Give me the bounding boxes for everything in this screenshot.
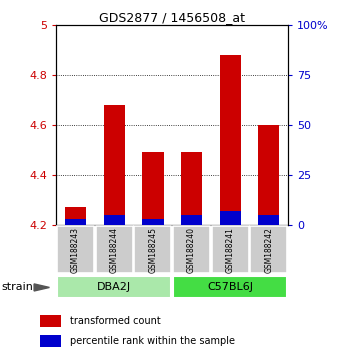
Text: DBA2J: DBA2J: [97, 282, 131, 292]
Bar: [212, 226, 249, 273]
Text: strain: strain: [2, 282, 33, 292]
Text: GSM188245: GSM188245: [148, 227, 158, 273]
Text: percentile rank within the sample: percentile rank within the sample: [70, 336, 235, 346]
Bar: [220, 55, 241, 225]
Bar: [40, 315, 61, 327]
Text: GSM188241: GSM188241: [226, 227, 235, 273]
Text: transformed count: transformed count: [70, 316, 161, 326]
Bar: [40, 335, 61, 347]
Bar: [181, 152, 202, 225]
Bar: [96, 226, 133, 273]
Bar: [57, 226, 94, 273]
Bar: [57, 275, 172, 298]
Bar: [104, 105, 125, 225]
Bar: [65, 219, 86, 225]
Bar: [134, 226, 172, 273]
Text: GSM188242: GSM188242: [264, 227, 273, 273]
Bar: [173, 275, 287, 298]
Bar: [258, 215, 280, 225]
Bar: [142, 152, 164, 225]
Bar: [173, 226, 210, 273]
Bar: [65, 207, 86, 225]
Bar: [142, 219, 164, 225]
Bar: [181, 215, 202, 225]
Text: GSM188240: GSM188240: [187, 227, 196, 273]
Polygon shape: [34, 284, 49, 291]
Bar: [250, 226, 287, 273]
Title: GDS2877 / 1456508_at: GDS2877 / 1456508_at: [99, 11, 245, 24]
Bar: [104, 215, 125, 225]
Text: GSM188243: GSM188243: [71, 227, 80, 273]
Text: GSM188244: GSM188244: [110, 227, 119, 273]
Bar: [220, 211, 241, 225]
Text: C57BL6J: C57BL6J: [207, 282, 253, 292]
Bar: [258, 125, 280, 225]
